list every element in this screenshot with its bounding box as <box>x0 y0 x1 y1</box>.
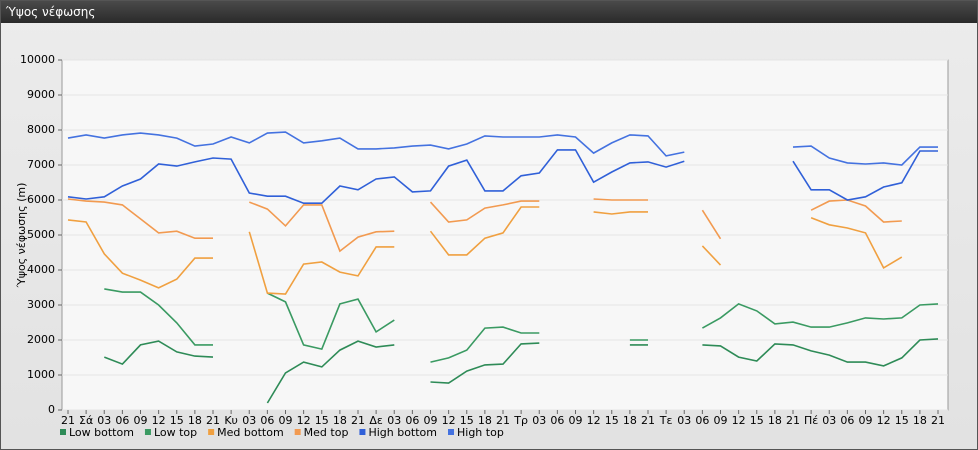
series-line <box>67 149 938 204</box>
x-tick-label: 06 <box>695 414 709 427</box>
x-tick-label: 18 <box>623 414 637 427</box>
x-tick-label: 15 <box>605 414 619 427</box>
x-tick-label: 09 <box>714 414 728 427</box>
y-axis-label: Ύψος νέφωσης (m) <box>15 183 28 289</box>
legend-label: High top <box>457 426 504 439</box>
x-tick-label: 12 <box>442 414 456 427</box>
x-tick-label: 12 <box>587 414 601 427</box>
series-line <box>104 338 939 404</box>
x-tick-label: 18 <box>913 414 927 427</box>
x-tick-label: 15 <box>315 414 329 427</box>
x-tick-label: 21 <box>61 414 75 427</box>
x-tick-label: 09 <box>134 414 148 427</box>
x-tick-label: 18 <box>478 414 492 427</box>
chart: Ύψος νέφωσης (m) 0 1000 2000 3000 4000 5000 60… <box>15 53 949 439</box>
x-tick-label: 06 <box>405 414 419 427</box>
y-tick-label: 9000 <box>27 88 55 101</box>
x-tick-label: 06 <box>840 414 854 427</box>
y-tick-label: 1000 <box>27 368 55 381</box>
x-tick-label: Δε <box>369 414 383 427</box>
x-tick-label: Κυ <box>224 414 238 427</box>
x-tick-label: 15 <box>170 414 184 427</box>
y-tick-label: 8000 <box>27 123 55 136</box>
y-tick-label: 0 <box>48 403 55 416</box>
y-tick-label: 6000 <box>27 193 55 206</box>
x-tick-label: 09 <box>569 414 583 427</box>
x-tick-label: 21 <box>786 414 800 427</box>
legend-swatch <box>60 429 66 435</box>
series-line <box>67 198 902 253</box>
x-tick-label: 18 <box>188 414 202 427</box>
x-tick-label: 03 <box>532 414 546 427</box>
x-tick-label: 03 <box>242 414 256 427</box>
x-tick-label: Τε <box>659 414 673 427</box>
x-tick-label: 03 <box>677 414 691 427</box>
x-tick-label: Σά <box>79 414 93 427</box>
x-tick-label: 12 <box>152 414 166 427</box>
x-tick-label: 03 <box>822 414 836 427</box>
x-tick-label: 12 <box>877 414 891 427</box>
x-tick-label: 18 <box>768 414 782 427</box>
x-tick-label: 09 <box>279 414 293 427</box>
series-line <box>67 131 938 166</box>
legend-label: Low top <box>154 426 197 439</box>
legend-label: High bottom <box>368 426 437 439</box>
legend-swatch <box>208 429 215 435</box>
window-title: Ύψος νέφωσης <box>1 1 977 23</box>
x-tick-label: 12 <box>297 414 311 427</box>
x-tick-label: 18 <box>333 414 347 427</box>
y-tick-label: 3000 <box>27 298 55 311</box>
x-tick-label: Πέ <box>804 414 818 427</box>
legend-label: Low bottom <box>69 426 134 439</box>
y-tick-label: 7000 <box>27 158 55 171</box>
y-tick-label: 5000 <box>27 228 55 241</box>
legend-label: Med top <box>304 426 349 439</box>
x-tick-label: 09 <box>424 414 438 427</box>
x-tick-label: 21 <box>496 414 510 427</box>
legend-swatch <box>144 429 151 435</box>
x-tick-label: 15 <box>750 414 764 427</box>
legend-swatch <box>359 429 366 435</box>
x-tick-label: 21 <box>931 414 945 427</box>
x-tick-label: 06 <box>260 414 274 427</box>
x-tick-label: 21 <box>206 414 220 427</box>
x-tick-label: 06 <box>115 414 129 427</box>
series-line <box>104 288 939 363</box>
x-tick-label: 21 <box>351 414 365 427</box>
legend-swatch <box>294 429 301 435</box>
x-tick-label: 15 <box>895 414 909 427</box>
x-tick-label: 06 <box>550 414 564 427</box>
series-line <box>67 206 903 295</box>
legend-swatch <box>448 429 454 435</box>
legend-label: Med bottom <box>217 426 284 439</box>
y-tick-label: 10000 <box>20 53 55 66</box>
x-tick-label: 09 <box>859 414 873 427</box>
x-tick-label: 15 <box>460 414 474 427</box>
x-tick-label: Τρ <box>513 414 528 427</box>
x-tick-label: 12 <box>732 414 746 427</box>
y-tick-label: 4000 <box>27 263 55 276</box>
x-tick-label: 03 <box>387 414 401 427</box>
x-tick-label: 21 <box>641 414 655 427</box>
y-tick-label: 2000 <box>27 333 55 346</box>
x-tick-label: 03 <box>97 414 111 427</box>
